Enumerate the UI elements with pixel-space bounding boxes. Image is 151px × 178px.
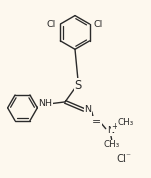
Text: N: N: [107, 126, 114, 135]
Text: NH: NH: [38, 99, 52, 108]
Text: CH₃: CH₃: [117, 118, 134, 127]
Text: =: =: [92, 117, 101, 127]
Text: ⁻: ⁻: [125, 152, 130, 161]
Text: N: N: [84, 105, 91, 114]
Text: Cl: Cl: [94, 20, 103, 28]
Text: S: S: [74, 78, 82, 91]
Text: Cl: Cl: [117, 155, 127, 164]
Text: +: +: [111, 122, 118, 131]
Text: Cl: Cl: [47, 20, 56, 28]
Text: CH₃: CH₃: [104, 140, 120, 149]
